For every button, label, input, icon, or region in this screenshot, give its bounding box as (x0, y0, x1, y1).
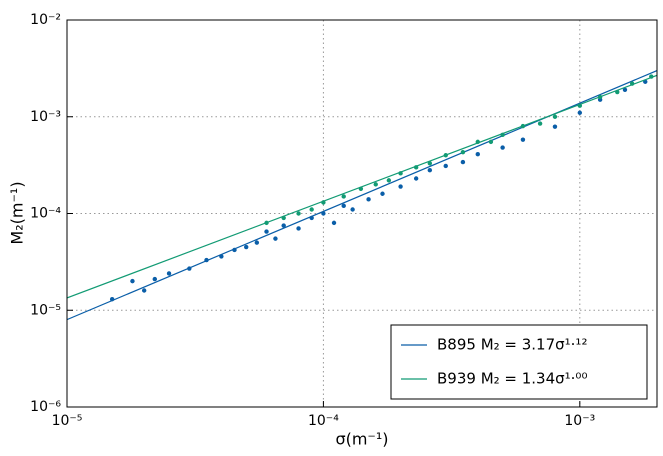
point (244, 244, 249, 250)
point (152, 276, 157, 282)
point (460, 159, 466, 165)
point (309, 215, 314, 221)
point (427, 161, 433, 166)
y-tick-label: 10⁻³ (30, 109, 61, 125)
point (552, 114, 558, 119)
point (204, 257, 209, 263)
fit-line (67, 74, 657, 299)
point (358, 186, 364, 192)
point (386, 178, 392, 183)
point (366, 197, 371, 202)
point (373, 182, 378, 187)
point (187, 266, 192, 271)
point (398, 184, 403, 189)
point (219, 254, 224, 259)
point (413, 165, 419, 170)
point (232, 247, 237, 253)
x-tick-label: 10⁻⁴ (308, 413, 339, 429)
point (622, 87, 628, 92)
point (341, 194, 346, 199)
point (488, 139, 494, 145)
point (254, 240, 260, 245)
legend-box (390, 324, 648, 400)
point (264, 220, 269, 226)
legend-label: B895 M₂ = 3.17σ¹·¹² (437, 336, 587, 354)
point (141, 288, 147, 293)
point (309, 207, 314, 212)
point (331, 220, 337, 226)
fit-line (67, 70, 657, 321)
point (460, 150, 466, 155)
point (577, 110, 583, 115)
y-axis-label: M₂(m⁻¹) (8, 181, 27, 244)
point (380, 191, 385, 196)
point (281, 223, 286, 228)
point (520, 137, 526, 142)
x-axis-label: σ(m⁻¹) (335, 430, 388, 449)
point (109, 297, 115, 302)
point (537, 121, 543, 126)
point (443, 163, 448, 169)
point (130, 278, 135, 284)
point (321, 211, 326, 216)
point (597, 94, 603, 100)
point (475, 139, 480, 145)
legend-label: B939 M₂ = 1.34σ¹·⁰⁰ (437, 370, 587, 388)
point (413, 176, 419, 181)
y-tick-label: 10⁻⁴ (30, 206, 61, 222)
x-tick-label: 10⁻⁵ (52, 413, 83, 429)
point (296, 226, 301, 231)
point (577, 103, 583, 108)
point (475, 152, 480, 157)
point (350, 207, 355, 212)
point (500, 145, 505, 150)
point (552, 124, 558, 129)
y-tick-label: 10⁻² (30, 12, 61, 28)
point (273, 236, 278, 241)
point (615, 89, 620, 95)
point (500, 132, 505, 138)
point (264, 229, 269, 234)
point (281, 215, 286, 221)
y-tick-label: 10⁻⁵ (30, 302, 61, 318)
plot-frame (66, 19, 658, 408)
point (398, 171, 403, 176)
point (649, 74, 654, 79)
point (166, 271, 172, 276)
point (296, 211, 301, 216)
x-tick-label: 10⁻³ (564, 413, 595, 429)
point (427, 168, 433, 173)
point (629, 81, 635, 86)
point (341, 203, 346, 209)
point (321, 200, 326, 205)
y-tick-label: 10⁻⁶ (30, 399, 61, 415)
point (443, 153, 448, 158)
point (520, 123, 526, 129)
